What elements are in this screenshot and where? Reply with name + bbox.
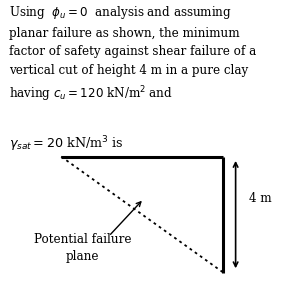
Text: Potential failure
plane: Potential failure plane	[34, 233, 131, 263]
Text: 4 m: 4 m	[249, 192, 272, 205]
Text: $\gamma_{sat}  = 20$ kN/m$^3$ is: $\gamma_{sat} = 20$ kN/m$^3$ is	[9, 135, 124, 155]
Text: Using  $\phi_u =0$  analysis and assuming
planar failure as shown, the minimum
f: Using $\phi_u =0$ analysis and assuming …	[9, 4, 256, 104]
